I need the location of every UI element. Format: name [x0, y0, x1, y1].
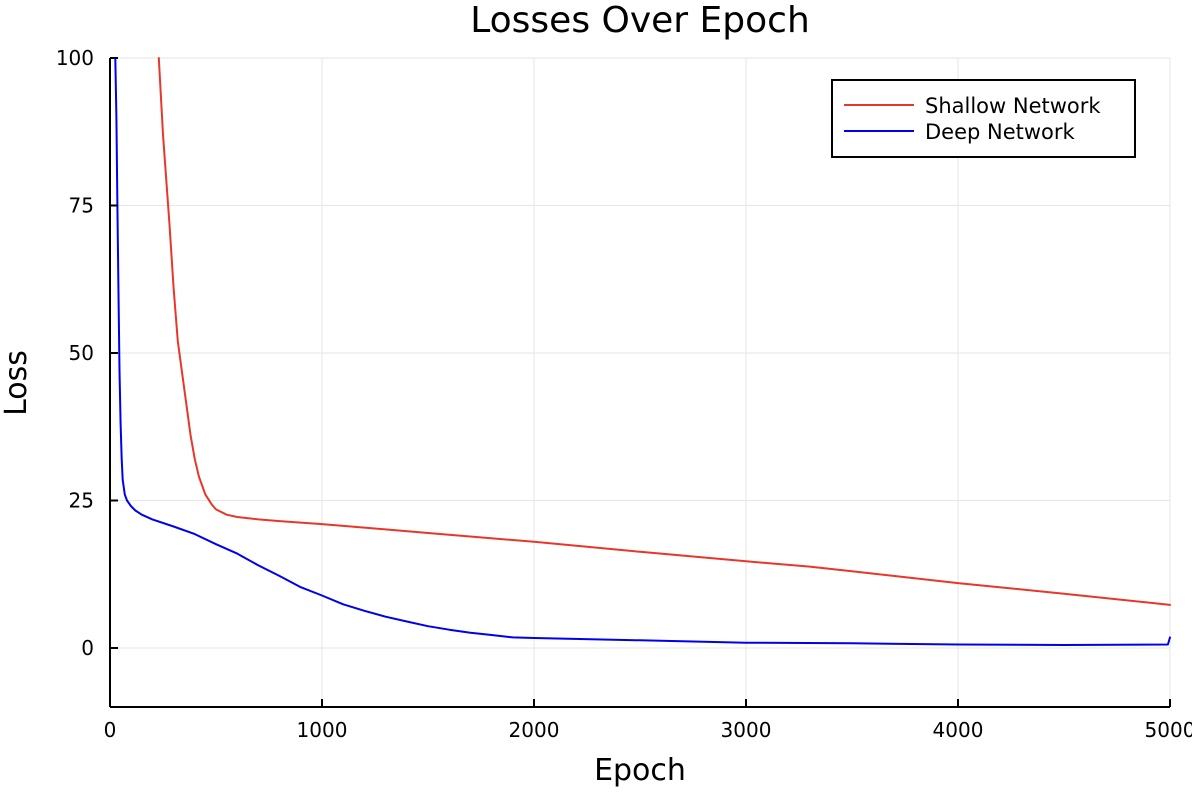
x-tick-label: 4000 [933, 718, 984, 742]
y-axis-title: Loss [0, 350, 34, 416]
grid-layer [109, 57, 1171, 707]
axes-layer [109, 58, 1170, 708]
x-tick-label: 2000 [509, 718, 560, 742]
series-line-shallow-network [157, 57, 1171, 606]
y-tick-label: 100 [56, 46, 94, 70]
legend-label-deep-network: Deep Network [925, 120, 1076, 144]
legend-box [831, 79, 1136, 158]
series-line-deep-network [114, 57, 1171, 646]
y-tick-label: 25 [69, 489, 94, 513]
ticks-layer: 0 1000 2000 3000 4000 5000 0 25 50 75 100 [56, 46, 1192, 742]
x-tick-label: 5000 [1145, 718, 1192, 742]
x-axis-title: Epoch [594, 753, 686, 788]
legend-label-shallow-network: Shallow Network [925, 94, 1101, 118]
series-layer [114, 57, 1171, 646]
legend: Shallow Network Deep Network [831, 79, 1136, 158]
x-tick-label: 3000 [721, 718, 772, 742]
x-tick-label: 0 [104, 718, 117, 742]
x-tick-label: 1000 [297, 718, 348, 742]
y-tick-label: 75 [69, 194, 94, 218]
y-tick-label: 0 [81, 636, 94, 660]
y-tick-label: 50 [69, 341, 94, 365]
chart-title: Losses Over Epoch [470, 0, 810, 41]
